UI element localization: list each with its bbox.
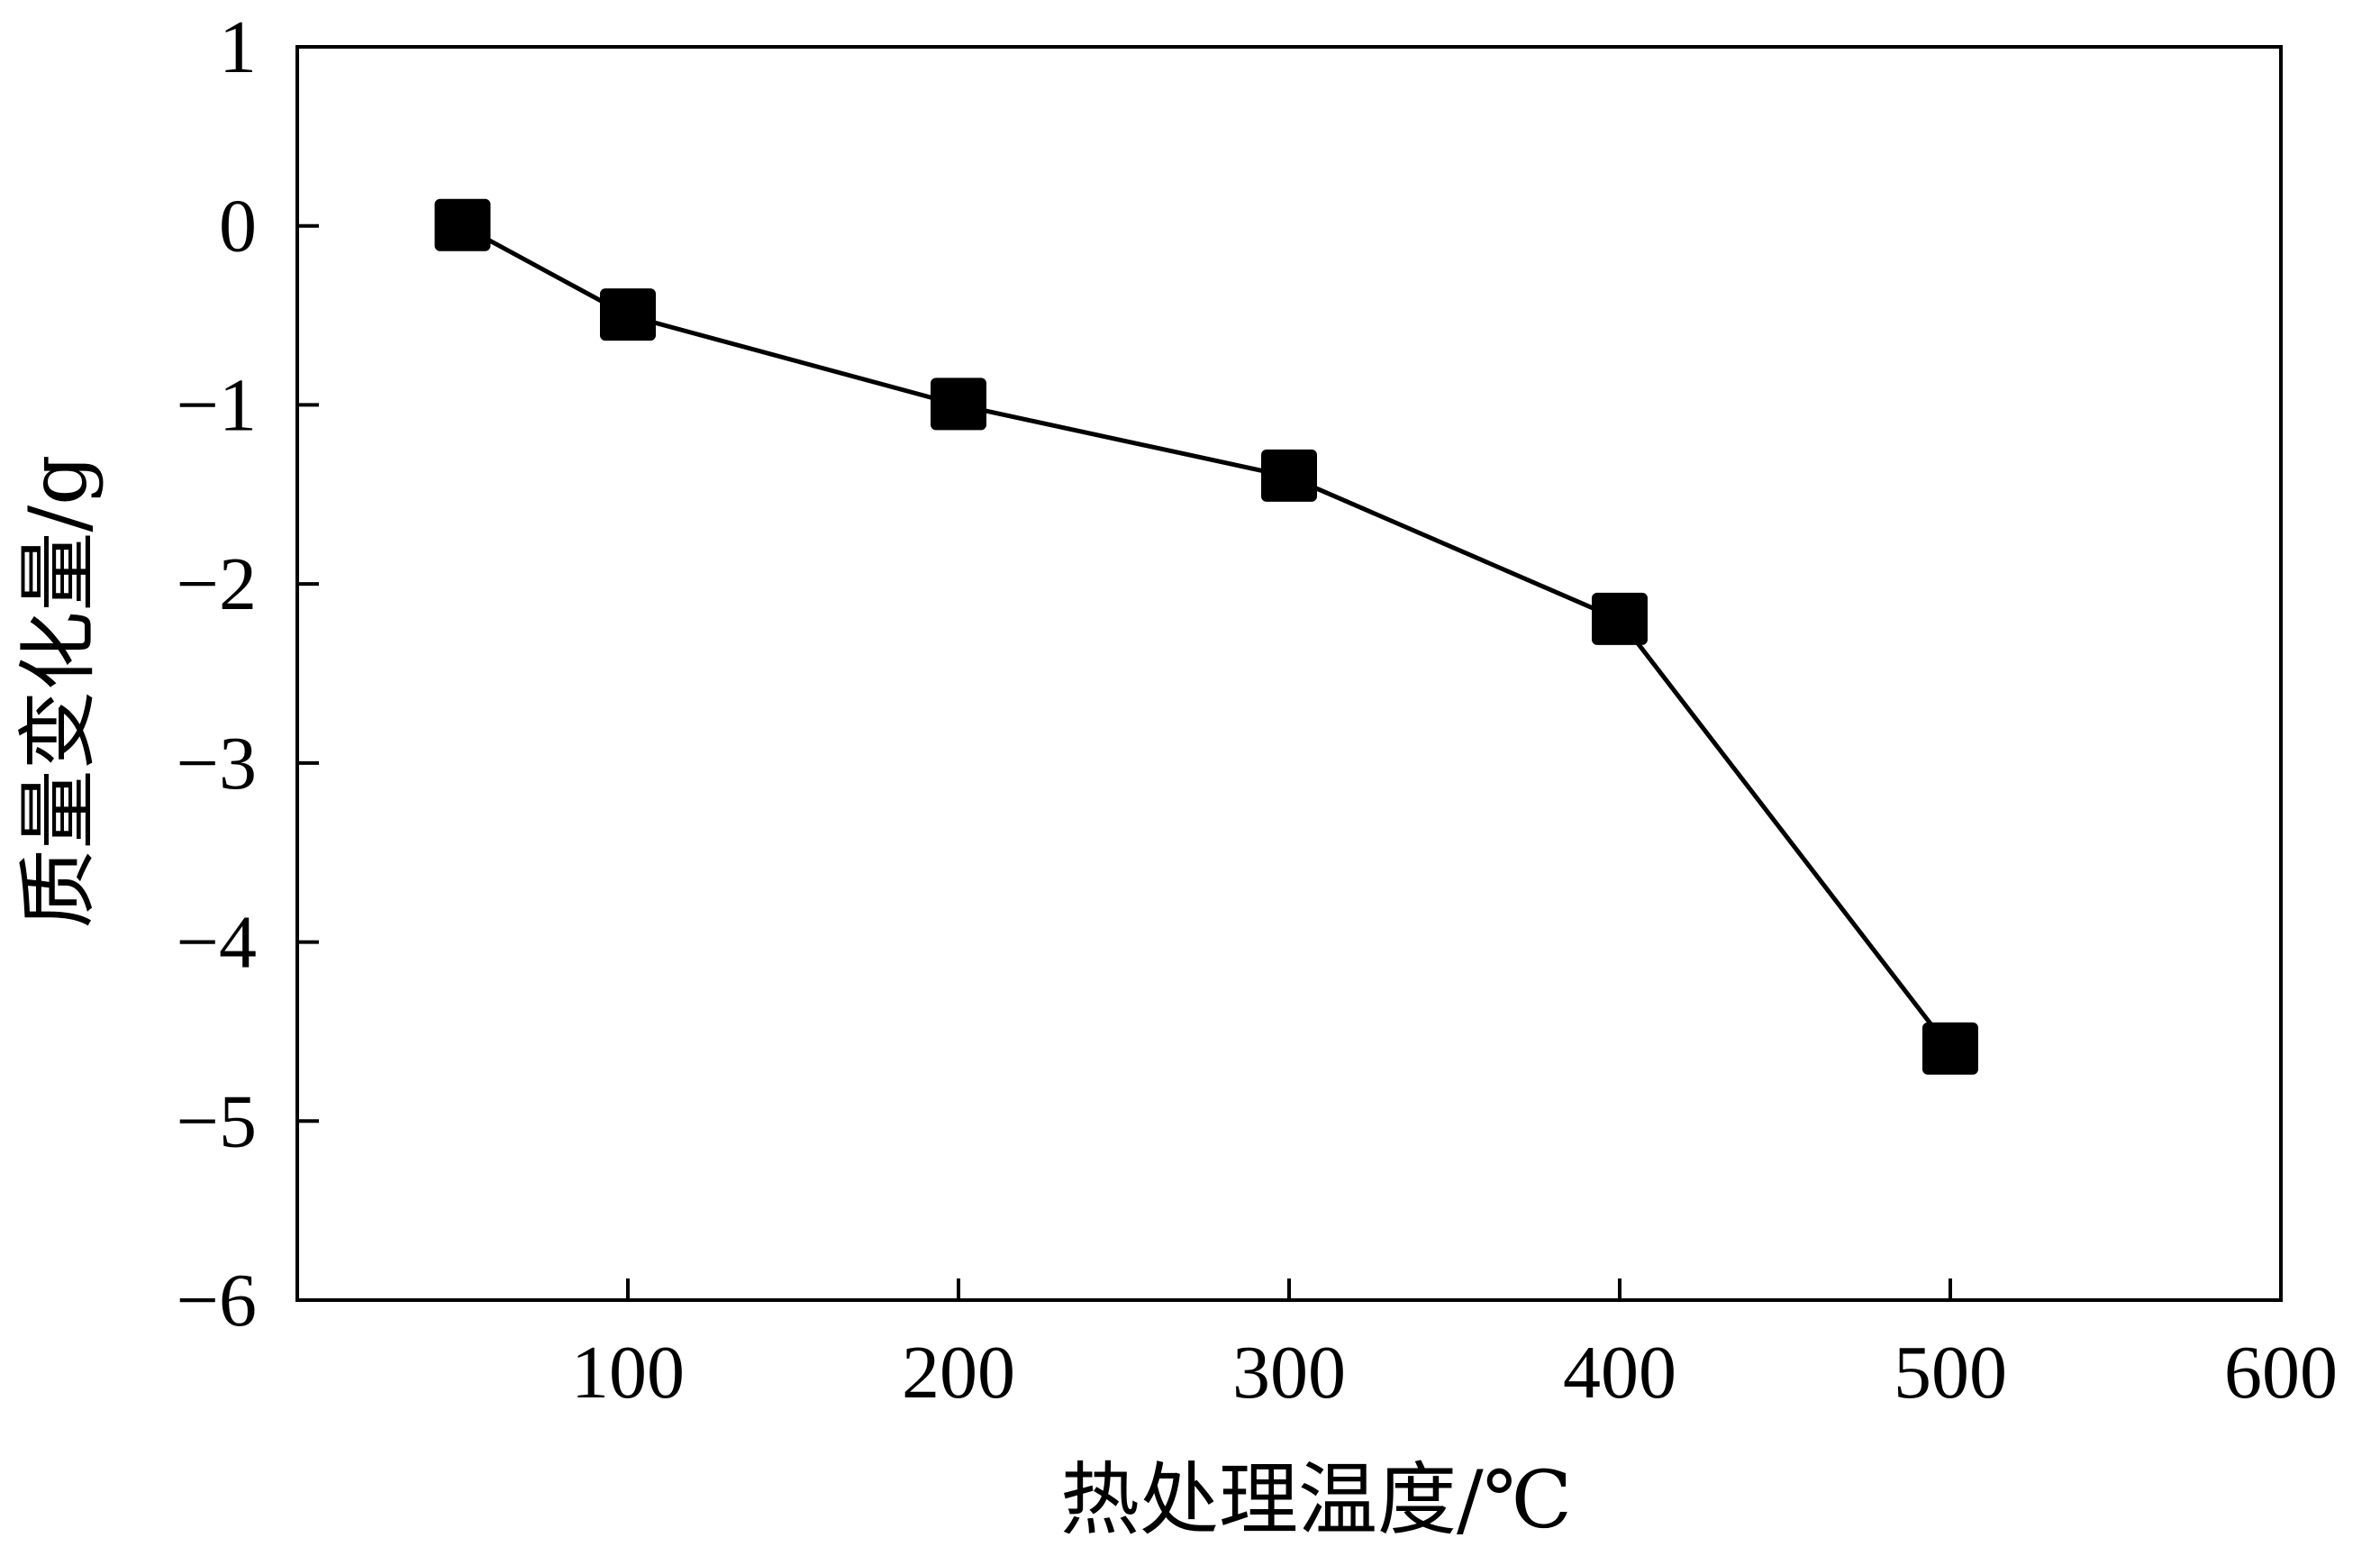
data-point-marker [600, 288, 656, 341]
series-line [461, 223, 1952, 1051]
y-tick-label: −4 [177, 901, 257, 985]
y-tick-label: −2 [177, 542, 257, 626]
plot-frame [295, 45, 2283, 1302]
data-point-marker [434, 198, 491, 251]
x-tick-label: 100 [571, 1331, 685, 1415]
ticks-layer: 1 0 −1 −2 −3 −4 −5 −6 100 200 300 400 500 600 [177, 5, 2338, 1415]
x-tick-label: 600 [2224, 1331, 2338, 1415]
y-tick-label: 1 [219, 5, 257, 89]
x-tick-label: 400 [1563, 1331, 1676, 1415]
y-tick-label: −5 [177, 1079, 257, 1163]
plot-frame-layer [295, 45, 2283, 1302]
x-tick-label: 500 [1894, 1331, 2007, 1415]
series-layer [434, 198, 1978, 1075]
x-axis-title: 热处理温度/℃ [1060, 1453, 1572, 1546]
data-point-marker [1922, 1022, 1978, 1075]
data-point-marker [1592, 592, 1648, 645]
y-tick-label: −1 [177, 363, 257, 447]
x-tick-label: 200 [902, 1331, 1015, 1415]
y-tick-label: −3 [177, 722, 257, 805]
data-point-marker [1261, 449, 1317, 502]
x-tick-label: 300 [1232, 1331, 1346, 1415]
y-axis-title: 质量变化量/g [12, 455, 104, 929]
data-point-marker [931, 378, 986, 431]
y-tick-label: −6 [177, 1259, 257, 1342]
y-tick-label: 0 [219, 185, 257, 268]
